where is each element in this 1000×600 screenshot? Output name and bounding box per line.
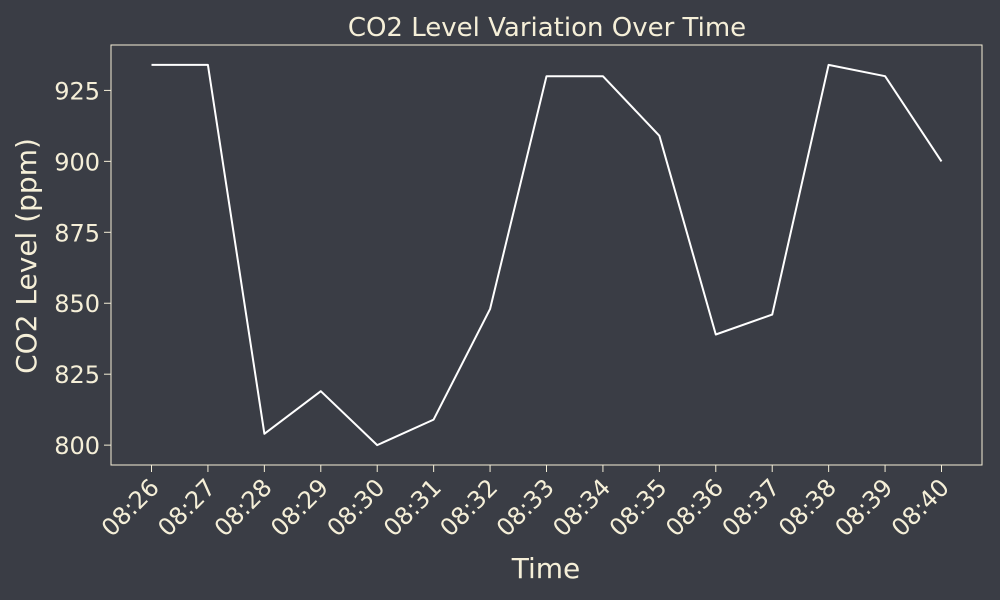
y-tick-label: 850 xyxy=(54,290,100,318)
y-tick-label: 925 xyxy=(54,77,100,105)
x-axis-label: Time xyxy=(511,552,581,585)
y-axis-label: CO2 Level (ppm) xyxy=(10,138,43,374)
y-tick-label: 875 xyxy=(54,219,100,247)
y-tick-label: 900 xyxy=(54,148,100,176)
y-tick-label: 825 xyxy=(54,361,100,389)
chart-title: CO2 Level Variation Over Time xyxy=(348,13,746,43)
co2-series-line xyxy=(151,63,943,447)
y-tick-label: 800 xyxy=(54,432,100,460)
